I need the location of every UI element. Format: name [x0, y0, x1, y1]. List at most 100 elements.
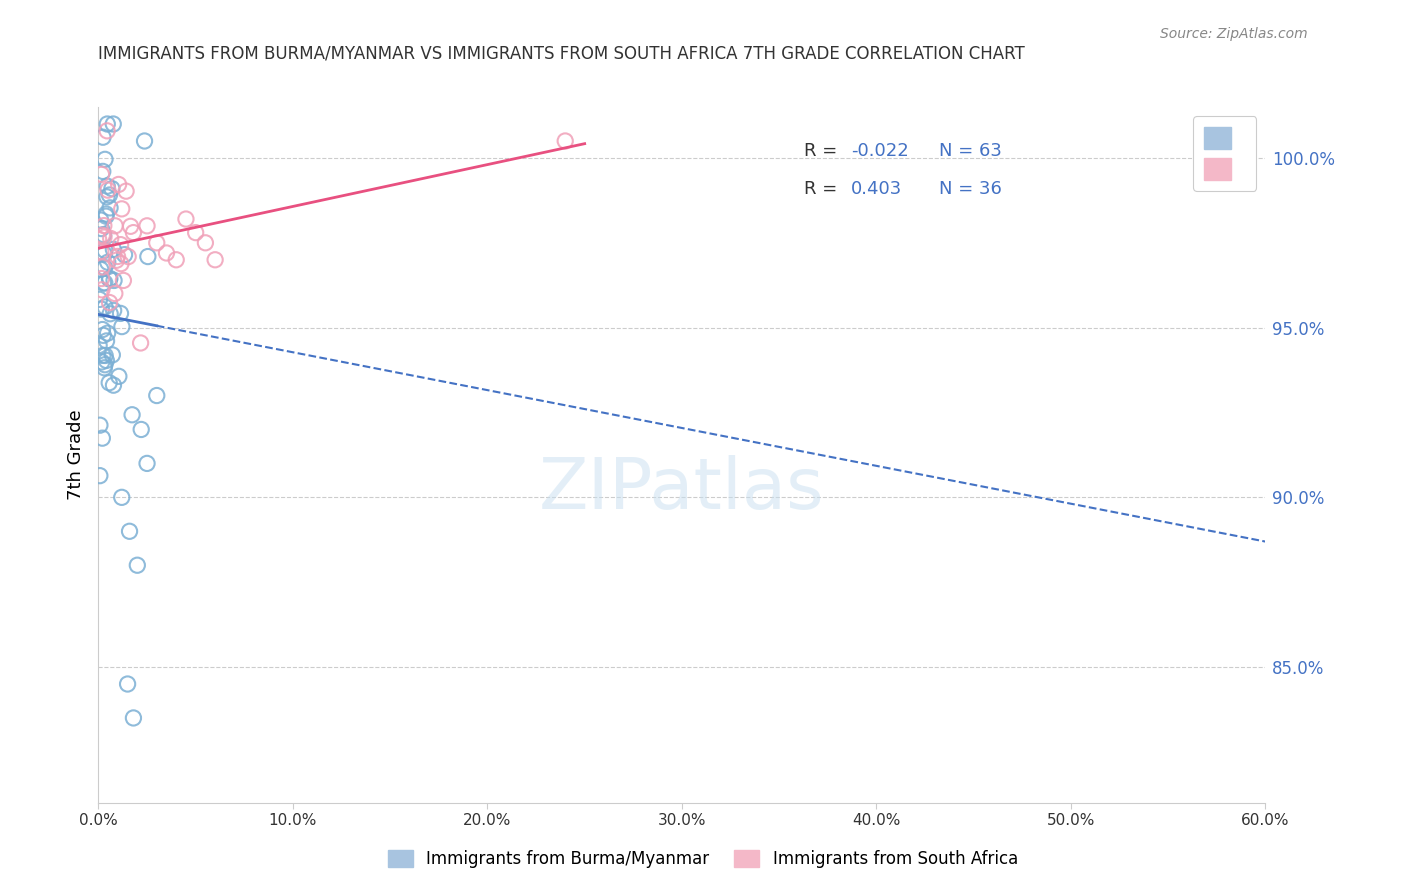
Text: N = 63: N = 63 [939, 142, 1001, 160]
Point [134, 134, 156, 148]
Point [91, 260, 114, 274]
Point [117, 677, 139, 691]
Point [93, 219, 115, 233]
Point [90, 302, 112, 317]
Point [127, 558, 149, 573]
Text: R =: R = [804, 142, 844, 160]
Point [93, 227, 115, 242]
Point [118, 524, 141, 539]
Point [114, 248, 136, 262]
Point [146, 235, 169, 250]
Point [103, 243, 125, 257]
Point [90, 167, 112, 181]
Y-axis label: 7th Grade: 7th Grade [66, 409, 84, 500]
Point [98, 376, 121, 390]
Point [103, 378, 125, 392]
Point [96, 353, 118, 368]
Point [91, 130, 114, 145]
Point [100, 231, 122, 245]
Point [111, 491, 134, 505]
Legend: , : , [1194, 116, 1257, 191]
Point [103, 303, 125, 318]
Point [87, 232, 110, 246]
Point [155, 246, 177, 260]
Point [93, 230, 115, 244]
Point [96, 124, 118, 138]
Point [107, 178, 129, 192]
Point [91, 322, 114, 336]
Point [204, 252, 226, 267]
Point [110, 237, 132, 252]
Text: IMMIGRANTS FROM BURMA/MYANMAR VS IMMIGRANTS FROM SOUTH AFRICA 7TH GRADE CORRELAT: IMMIGRANTS FROM BURMA/MYANMAR VS IMMIGRA… [98, 45, 1025, 62]
Point [104, 286, 127, 301]
Point [98, 201, 121, 215]
Point [94, 153, 117, 167]
Point [194, 235, 217, 250]
Point [96, 190, 118, 204]
Point [96, 334, 118, 348]
Text: 0.403: 0.403 [851, 180, 903, 198]
Point [97, 255, 120, 269]
Point [110, 257, 132, 271]
Legend: Immigrants from Burma/Myanmar, Immigrants from South Africa: Immigrants from Burma/Myanmar, Immigrant… [381, 843, 1025, 875]
Point [89, 338, 111, 352]
Point [91, 348, 114, 362]
Point [122, 711, 145, 725]
Text: R =: R = [804, 180, 849, 198]
Point [105, 253, 128, 268]
Point [90, 262, 112, 277]
Point [96, 179, 118, 194]
Point [104, 219, 127, 233]
Point [101, 348, 124, 362]
Point [117, 250, 139, 264]
Point [103, 273, 125, 287]
Point [91, 431, 114, 445]
Point [97, 326, 120, 340]
Point [121, 408, 143, 422]
Point [89, 293, 111, 307]
Point [111, 319, 134, 334]
Point [91, 164, 114, 178]
Point [96, 117, 118, 131]
Point [94, 207, 117, 221]
Point [91, 276, 114, 290]
Point [90, 283, 112, 297]
Point [136, 219, 159, 233]
Point [93, 360, 115, 375]
Point [136, 457, 159, 471]
Point [94, 244, 117, 258]
Point [90, 213, 112, 227]
Point [103, 117, 125, 131]
Point [115, 184, 138, 198]
Point [90, 244, 112, 259]
Point [111, 202, 134, 216]
Point [98, 188, 121, 202]
Point [112, 273, 135, 287]
Point [122, 226, 145, 240]
Point [91, 228, 114, 243]
Point [94, 276, 117, 290]
Point [98, 307, 121, 321]
Text: ZIPatlas: ZIPatlas [538, 455, 825, 524]
Point [97, 183, 120, 197]
Point [146, 388, 169, 402]
Point [89, 418, 111, 433]
Point [129, 422, 152, 436]
Point [136, 250, 159, 264]
Point [101, 181, 124, 195]
Point [94, 349, 117, 363]
Point [90, 221, 112, 235]
Point [93, 247, 115, 261]
Text: N = 36: N = 36 [939, 180, 1001, 198]
Point [98, 271, 121, 285]
Point [110, 306, 132, 320]
Point [184, 226, 207, 240]
Point [90, 271, 112, 285]
Point [98, 272, 121, 286]
Point [90, 355, 112, 369]
Text: Source: ZipAtlas.com: Source: ZipAtlas.com [1160, 27, 1308, 41]
Point [129, 335, 152, 350]
Point [89, 468, 111, 483]
Point [98, 295, 121, 310]
Point [165, 252, 187, 267]
